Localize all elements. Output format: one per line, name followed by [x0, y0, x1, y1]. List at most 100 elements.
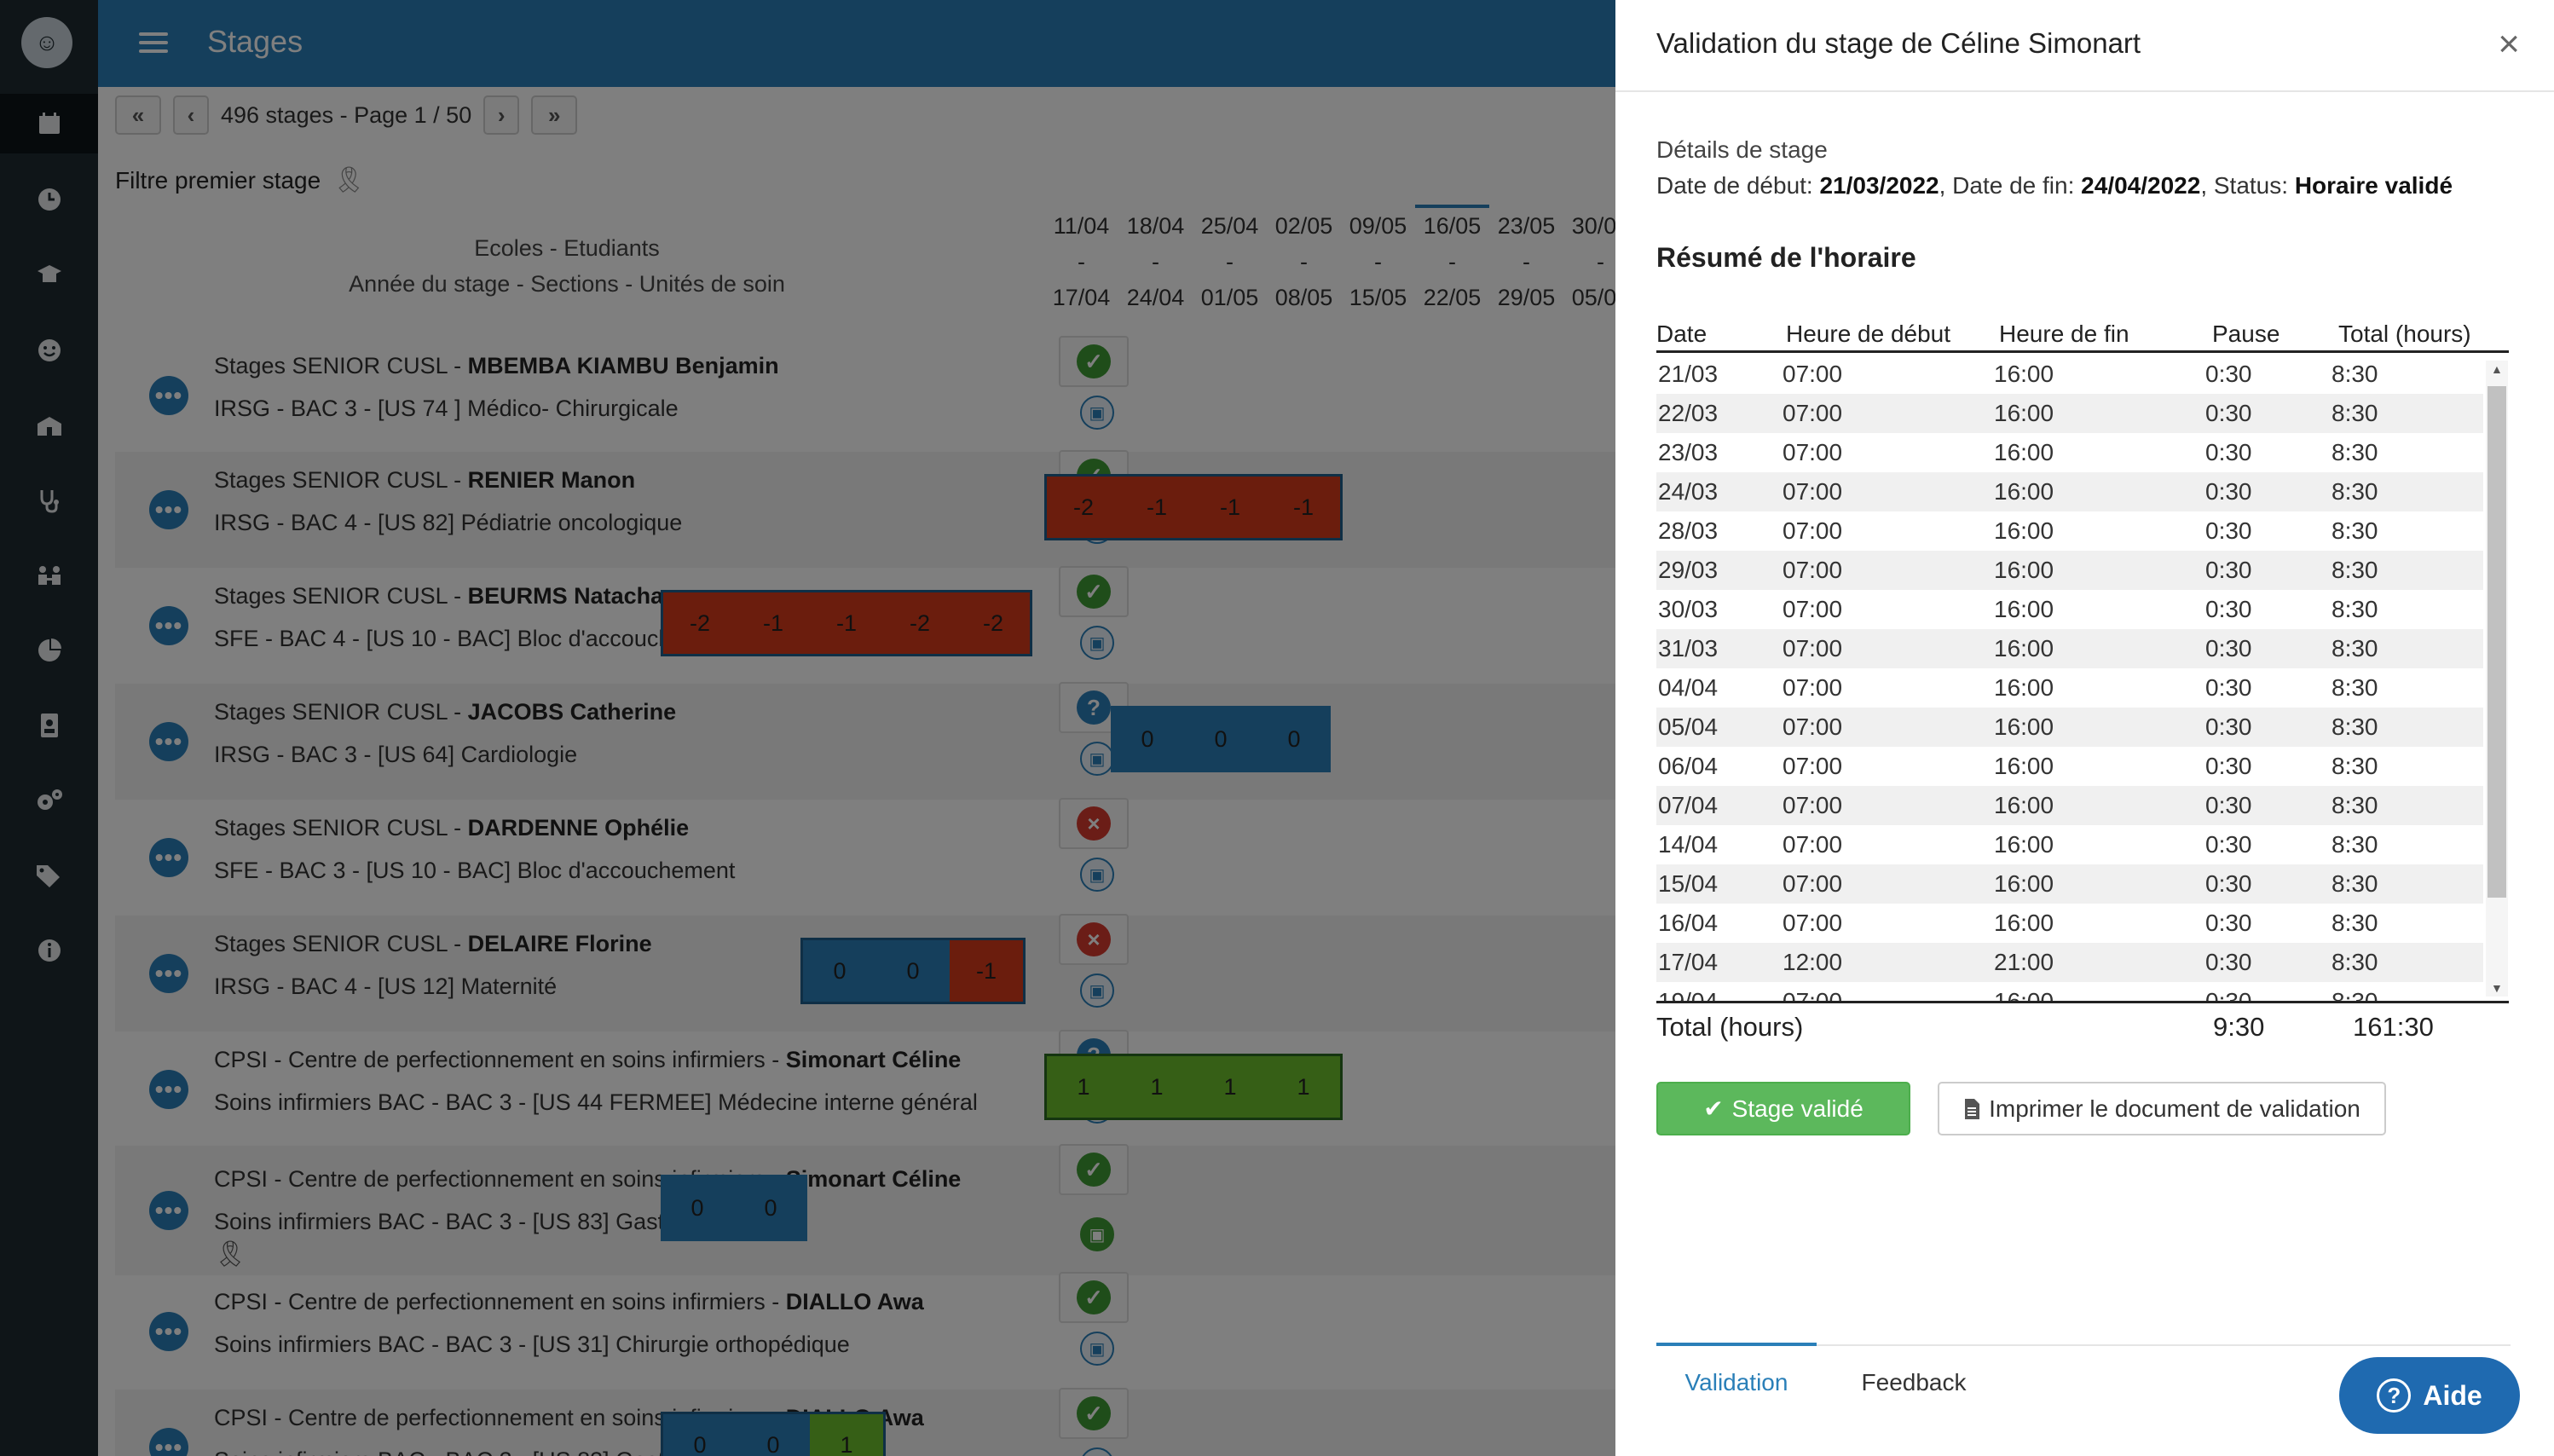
cell-total: 8:30 — [2332, 596, 2378, 622]
cell-start: 07:00 — [1783, 870, 1843, 897]
cell-pause: 0:30 — [2205, 439, 2252, 465]
total-label: Total (hours) — [1656, 1012, 1804, 1042]
cell-pause: 0:30 — [2205, 596, 2252, 622]
schedule-table-header: Date Heure de début Heure de fin Pause T… — [1656, 317, 2509, 353]
table-row: 06/04 07:00 16:00 0:30 8:30 — [1656, 747, 2483, 786]
cell-end: 16:00 — [1994, 478, 2054, 505]
cell-pause: 0:30 — [2205, 949, 2252, 975]
cell-pause: 0:30 — [2205, 792, 2252, 818]
table-row: 23/03 07:00 16:00 0:30 8:30 — [1656, 433, 2483, 472]
cell-date: 23/03 — [1658, 439, 1719, 465]
cell-start: 07:00 — [1783, 439, 1843, 465]
cell-pause: 0:30 — [2205, 361, 2252, 387]
start-date-value: 21/03/2022 — [1819, 172, 1939, 199]
check-icon: ✔ — [1703, 1095, 1724, 1122]
table-scrollbar[interactable]: ▲ ▼ — [2486, 361, 2508, 997]
table-row: 17/04 12:00 21:00 0:30 8:30 — [1656, 943, 2483, 982]
cell-end: 16:00 — [1994, 714, 2054, 740]
cell-total: 8:30 — [2332, 557, 2378, 583]
cell-total: 8:30 — [2332, 714, 2378, 740]
cell-start: 07:00 — [1783, 910, 1843, 936]
cell-total: 8:30 — [2332, 792, 2378, 818]
cell-end: 16:00 — [1994, 361, 2054, 387]
cell-start: 07:00 — [1783, 714, 1843, 740]
panel-title: Validation du stage de Céline Simonart — [1656, 27, 2141, 59]
cell-start: 07:00 — [1783, 982, 1842, 1001]
cell-pause: 0:30 — [2205, 831, 2252, 858]
schedule-table-body[interactable]: 21/03 07:00 16:00 0:30 8:30 22/03 07:00 16:00 0:… — [1656, 355, 2509, 1001]
details-line: Date de début: 21/03/2022, Date de fin: … — [1656, 172, 2453, 199]
cell-date: 22/03 — [1658, 400, 1719, 426]
tab-feedback[interactable]: Feedback — [1861, 1369, 1967, 1395]
cell-end: 21:00 — [1994, 949, 2054, 975]
cell-end: 16:00 — [1994, 596, 2054, 622]
th-end: Heure de fin — [1999, 321, 2129, 347]
table-row: 28/03 07:00 16:00 0:30 8:30 — [1656, 511, 2483, 551]
stage-validated-button[interactable]: ✔ Stage validé — [1656, 1082, 1910, 1135]
help-button[interactable]: ? Aide — [2339, 1357, 2520, 1434]
cell-end: 16:00 — [1994, 982, 2054, 1001]
th-start: Heure de début — [1786, 321, 1951, 347]
table-row: 21/03 07:00 16:00 0:30 8:30 — [1656, 355, 2483, 394]
cell-pause: 0:30 — [2205, 478, 2252, 505]
cell-start: 07:00 — [1783, 557, 1843, 583]
cell-total: 8:30 — [2332, 831, 2378, 858]
cell-start: 07:00 — [1783, 400, 1843, 426]
cell-end: 16:00 — [1994, 439, 2054, 465]
scroll-down-icon[interactable]: ▼ — [2491, 981, 2503, 995]
cell-date: 19/04 — [1658, 982, 1718, 1001]
cell-pause: 0:30 — [2205, 517, 2252, 544]
cell-start: 07:00 — [1783, 517, 1843, 544]
cell-date: 30/03 — [1658, 596, 1719, 622]
schedule-table-total: Total (hours) 9:30 161:30 — [1656, 1001, 2509, 1049]
total-hours: 161:30 — [2353, 1012, 2434, 1042]
cell-date: 17/04 — [1658, 949, 1719, 975]
modal-backdrop[interactable] — [0, 0, 1615, 1456]
cell-end: 16:00 — [1994, 635, 2054, 662]
cell-pause: 0:30 — [2205, 870, 2252, 897]
cell-date: 15/04 — [1658, 870, 1719, 897]
stage-validated-label: Stage validé — [1731, 1095, 1863, 1122]
cell-start: 07:00 — [1783, 635, 1843, 662]
cell-end: 16:00 — [1994, 792, 2054, 818]
cell-end: 16:00 — [1994, 674, 2054, 701]
cell-pause: 0:30 — [2205, 674, 2252, 701]
cell-date: 16/04 — [1658, 910, 1719, 936]
status-value: Horaire validé — [2294, 172, 2453, 199]
table-row: 30/03 07:00 16:00 0:30 8:30 — [1656, 590, 2483, 629]
panel-divider — [1615, 90, 2554, 92]
table-row: 19/04 07:00 16:00 0:30 8:30 — [1656, 982, 2483, 1001]
cell-date: 21/03 — [1658, 361, 1719, 387]
cell-start: 07:00 — [1783, 674, 1843, 701]
cell-start: 07:00 — [1783, 478, 1843, 505]
help-label: Aide — [2423, 1379, 2482, 1411]
cell-date: 24/03 — [1658, 478, 1719, 505]
table-row: 31/03 07:00 16:00 0:30 8:30 — [1656, 629, 2483, 668]
cell-start: 07:00 — [1783, 596, 1843, 622]
cell-date: 31/03 — [1658, 635, 1719, 662]
cell-start: 07:00 — [1783, 361, 1843, 387]
cell-total: 8:30 — [2332, 870, 2378, 897]
cell-date: 04/04 — [1658, 674, 1719, 701]
table-row: 29/03 07:00 16:00 0:30 8:30 — [1656, 551, 2483, 590]
summary-heading: Résumé de l'horaire — [1656, 242, 1916, 273]
scroll-up-icon[interactable]: ▲ — [2491, 362, 2503, 376]
cell-date: 29/03 — [1658, 557, 1719, 583]
cell-total: 8:30 — [2332, 910, 2378, 936]
cell-pause: 0:30 — [2205, 557, 2252, 583]
print-validation-button[interactable]: Imprimer le document de validation — [1938, 1082, 2386, 1135]
close-icon[interactable]: × — [2498, 23, 2520, 65]
cell-total: 8:30 — [2332, 361, 2378, 387]
cell-start: 07:00 — [1783, 831, 1843, 858]
table-row: 22/03 07:00 16:00 0:30 8:30 — [1656, 394, 2483, 433]
scrollbar-thumb[interactable] — [2488, 386, 2506, 898]
cell-total: 8:30 — [2332, 753, 2378, 779]
start-date-label: Date de début: — [1656, 172, 1820, 199]
tab-validation[interactable]: Validation — [1656, 1343, 1817, 1419]
cell-total: 8:30 — [2332, 478, 2378, 505]
cell-pause: 0:30 — [2205, 714, 2252, 740]
table-row: 24/03 07:00 16:00 0:30 8:30 — [1656, 472, 2483, 511]
cell-end: 16:00 — [1994, 517, 2054, 544]
table-row: 14/04 07:00 16:00 0:30 8:30 — [1656, 825, 2483, 864]
print-validation-label: Imprimer le document de validation — [1989, 1095, 2360, 1122]
